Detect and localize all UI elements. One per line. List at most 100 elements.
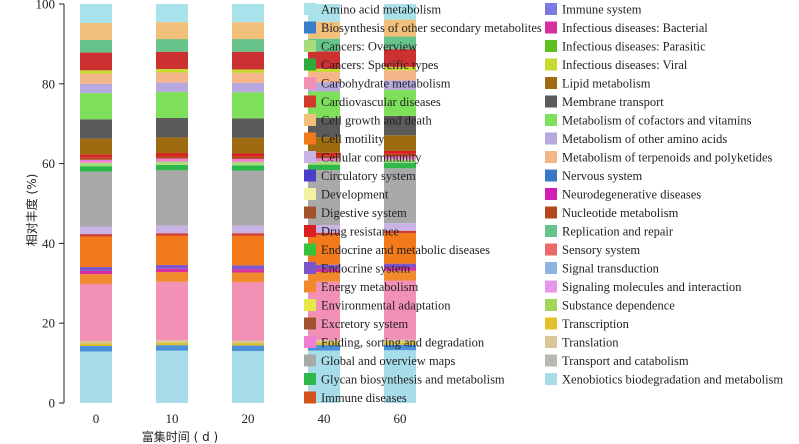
bar-segment xyxy=(308,225,340,233)
y-tick-label: 80 xyxy=(42,76,55,91)
legend-swatch xyxy=(545,206,557,219)
legend-label: Transcription xyxy=(562,317,630,331)
bar-segment xyxy=(80,236,112,268)
legend-swatch xyxy=(545,169,557,182)
legend-swatch xyxy=(304,77,316,89)
bar-segment xyxy=(232,51,264,70)
legend-label: Endocrine and metabolic diseases xyxy=(321,243,490,257)
bar-segment xyxy=(232,265,264,270)
bar-segment xyxy=(232,153,264,157)
bar-segment xyxy=(232,92,264,119)
bar-segment xyxy=(156,51,188,70)
bar-segment xyxy=(232,39,264,52)
bar-segment xyxy=(156,342,188,346)
y-tick-label: 0 xyxy=(49,396,56,411)
legend-swatch xyxy=(304,40,316,52)
bar-segment xyxy=(156,22,188,40)
bar-segment xyxy=(232,165,264,171)
legend-label: Infectious diseases: Bacterial xyxy=(562,21,708,35)
bar-segment xyxy=(232,345,264,352)
x-tick-label: 0 xyxy=(93,411,100,426)
legend-swatch xyxy=(304,21,316,34)
bar-segment xyxy=(156,281,188,341)
bar-segment xyxy=(384,4,416,20)
bar-segment xyxy=(80,93,112,120)
legend-swatch xyxy=(304,169,316,182)
bar-segment xyxy=(232,282,264,341)
bar-segment xyxy=(80,154,112,158)
bar-segment xyxy=(384,342,416,345)
legend-label: Immune system xyxy=(562,3,642,17)
bar-segment xyxy=(232,269,264,273)
legend-label: Infectious diseases: Viral xyxy=(562,58,688,72)
y-axis-title: 相对丰度 (%) xyxy=(24,174,39,247)
bar-segment xyxy=(80,267,112,271)
legend-swatch xyxy=(545,299,557,311)
x-tick-label: 60 xyxy=(394,411,407,426)
legend-label: Energy metabolism xyxy=(321,280,419,294)
legend-swatch xyxy=(545,280,557,293)
legend-label: Xenobiotics biodegradation and metabolis… xyxy=(562,373,783,387)
bar-segment xyxy=(308,164,340,171)
bar-segment xyxy=(232,235,264,266)
legend-label: Metabolism of terpenoids and polyketides xyxy=(562,151,773,165)
legend-label: Neurodegenerative diseases xyxy=(562,188,701,202)
bar-segment xyxy=(80,162,112,167)
legend-label: Amino acid metabolism xyxy=(321,3,441,17)
bar-segment xyxy=(156,69,188,73)
legend-swatch xyxy=(304,188,316,200)
bar-segment xyxy=(80,159,112,163)
bar-segment xyxy=(384,66,416,71)
legend-swatch xyxy=(545,188,557,200)
legend-label: Biosynthesis of other secondary metaboli… xyxy=(321,21,542,35)
legend-swatch xyxy=(304,132,316,145)
legend-swatch xyxy=(545,77,557,89)
legend-swatch xyxy=(304,373,316,385)
bar-segment xyxy=(80,166,112,172)
legend-swatch xyxy=(304,95,316,108)
bar-segment xyxy=(308,158,340,162)
legend-label: Replication and repair xyxy=(562,225,674,239)
bar-segment xyxy=(384,150,416,154)
legend-label: Substance dependence xyxy=(562,299,675,313)
bar-segment xyxy=(80,351,112,403)
bar-segment xyxy=(156,225,188,234)
x-tick-label: 10 xyxy=(166,411,179,426)
bar-segment xyxy=(232,340,264,344)
bar-segment xyxy=(384,115,416,136)
legend-label: Digestive system xyxy=(321,206,407,220)
legend-label: Membrane transport xyxy=(562,95,664,109)
legend-swatch xyxy=(304,3,316,15)
legend-label: Global and overview maps xyxy=(321,354,455,368)
bar-segment xyxy=(384,49,416,67)
legend-label: Cell growth and death xyxy=(321,114,432,128)
bar-segment xyxy=(156,4,188,23)
bar-segment xyxy=(232,4,264,23)
bar-segment xyxy=(80,171,112,227)
bar-segment xyxy=(80,138,112,155)
legend-swatch xyxy=(545,243,557,256)
legend-swatch xyxy=(545,262,557,274)
bar-segment xyxy=(308,152,340,156)
bar-segment xyxy=(308,271,340,282)
legend-swatch xyxy=(304,206,316,219)
bar-segment xyxy=(80,4,112,23)
bar-segment xyxy=(80,157,112,160)
legend-swatch xyxy=(304,151,316,163)
legend-swatch xyxy=(545,317,557,330)
bar-segment xyxy=(232,343,264,346)
legend-label: Environmental adaptation xyxy=(321,299,451,313)
legend-swatch xyxy=(545,151,557,163)
legend-swatch xyxy=(545,3,557,15)
legend-label: Immune diseases xyxy=(321,391,407,405)
bar-segment xyxy=(80,346,112,352)
bar-segment xyxy=(80,70,112,74)
legend-swatch xyxy=(304,354,316,367)
bar-segment xyxy=(384,159,416,163)
legend-label: Cancers: Specific types xyxy=(321,58,438,72)
legend-label: Circulatory system xyxy=(321,169,416,183)
legend-swatch xyxy=(304,280,316,293)
bar-segment xyxy=(384,80,416,90)
x-tick-label: 40 xyxy=(318,411,331,426)
